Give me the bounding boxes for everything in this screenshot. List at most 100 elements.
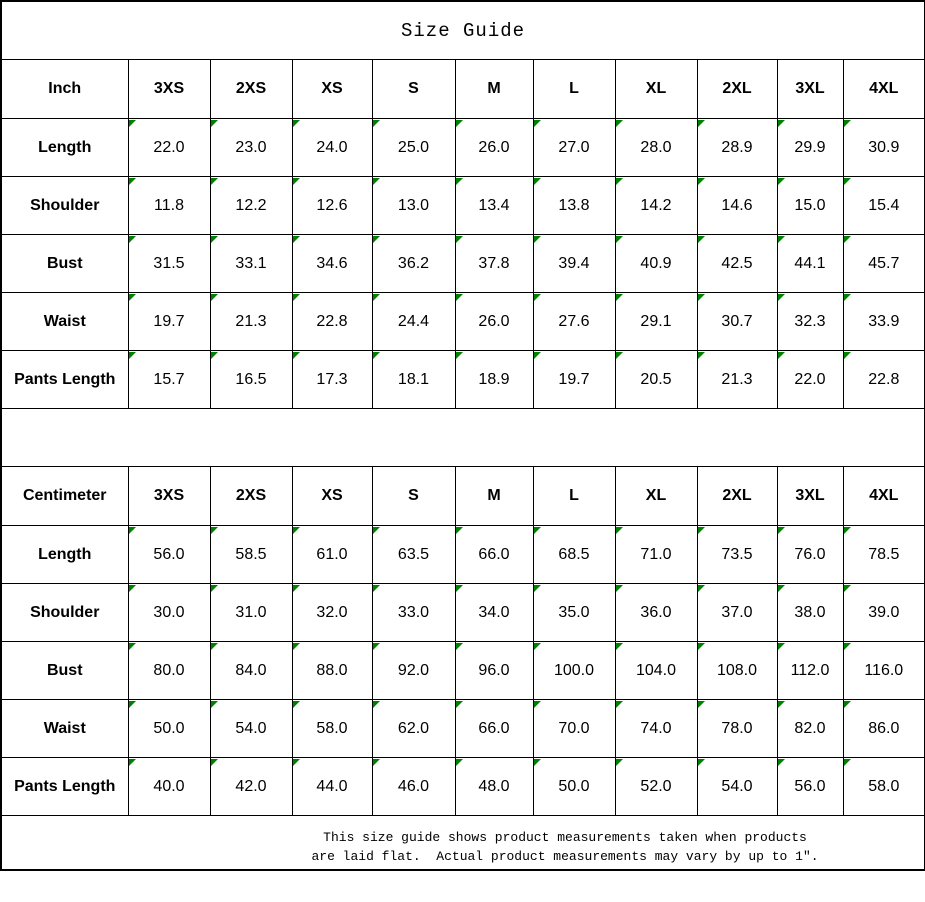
inch-measurement-value: 34.6 — [316, 254, 348, 272]
green-triangle-icon — [844, 642, 851, 650]
inch-measurement-value: 27.0 — [558, 138, 590, 156]
cm-measurement-value: 62.0 — [397, 719, 430, 737]
inch-measurement-value-cell: 12.2 — [209, 176, 293, 235]
cm-measurement-value-cell: 62.0 — [371, 699, 456, 758]
inch-measurement-value-cell: 19.7 — [532, 350, 616, 409]
inch-measurement-label: Waist — [0, 292, 129, 351]
green-triangle-icon — [616, 119, 623, 127]
inch-measurement-value-cell: 20.5 — [614, 350, 698, 409]
inch-measurement-row: Shoulder 11.8 12.2 12.6 13.0 13.4 13.8 14.2 14.6… — [0, 176, 925, 235]
inch-measurement-value-cell: 11.8 — [127, 176, 211, 235]
cm-measurement-value: 66.0 — [478, 719, 510, 737]
green-triangle-icon — [293, 119, 300, 127]
cm-measurement-value: 34.0 — [478, 603, 510, 621]
inch-measurement-value-cell: 29.9 — [776, 118, 844, 177]
inch-measurement-value: 11.8 — [154, 196, 184, 214]
inch-measurement-value-cell: 15.7 — [127, 350, 211, 409]
cm-size-column-header: 4XL — [842, 466, 925, 526]
green-triangle-icon — [698, 526, 705, 534]
cm-size-column-header: XL — [614, 466, 698, 526]
cm-measurement-value: 40.0 — [153, 777, 185, 795]
inch-measurement-value-cell: 13.4 — [454, 176, 534, 235]
inch-measurement-value-cell: 15.4 — [842, 176, 925, 235]
inch-size-column-header: XL — [614, 59, 698, 119]
footer-note: This size guide shows product measuremen… — [2, 819, 924, 866]
green-triangle-icon — [211, 642, 218, 650]
green-triangle-icon — [129, 700, 136, 708]
inch-measurement-value-cell: 33.1 — [209, 234, 293, 293]
green-triangle-icon — [778, 584, 785, 592]
cm-measurement-value-cell: 31.0 — [209, 583, 293, 642]
green-triangle-icon — [373, 642, 380, 650]
cm-measurement-value: 108.0 — [716, 661, 758, 679]
cm-measurement-value: 116.0 — [864, 661, 904, 679]
cm-measurement-value: 58.5 — [235, 545, 267, 563]
cm-measurement-value-cell: 56.0 — [127, 525, 211, 584]
inch-measurement-value: 30.9 — [868, 138, 900, 156]
green-triangle-icon — [293, 758, 300, 766]
green-triangle-icon — [534, 351, 541, 359]
inch-size-column-header: 4XL — [842, 59, 925, 119]
inch-size-column-header: 3XS — [127, 59, 211, 119]
green-triangle-icon — [129, 119, 136, 127]
inch-measurement-value-cell: 33.9 — [842, 292, 925, 351]
inch-measurement-value-cell: 30.9 — [842, 118, 925, 177]
green-triangle-icon — [778, 119, 785, 127]
green-triangle-icon — [698, 584, 705, 592]
cm-measurement-label: Pants Length — [0, 757, 129, 816]
inch-measurement-row: Waist 19.7 21.3 22.8 24.4 26.0 27.6 29.1 30.7 32.… — [0, 292, 925, 351]
centimeter-table-section: Centimeter 3XS 2XS XS S M L XL 2XL 3XL 4XL Length 56… — [0, 466, 925, 816]
cm-measurement-value: 112.0 — [790, 661, 830, 679]
footer-section: This size guide shows product measuremen… — [0, 815, 925, 871]
cm-measurement-value: 42.0 — [235, 777, 267, 795]
cm-measurement-value: 56.0 — [794, 777, 826, 795]
cm-measurement-value-cell: 88.0 — [291, 641, 373, 700]
green-triangle-icon — [373, 758, 380, 766]
inch-measurement-value-cell: 12.6 — [291, 176, 373, 235]
cm-measurement-value-cell: 86.0 — [842, 699, 925, 758]
green-triangle-icon — [129, 177, 136, 185]
inch-measurement-value: 12.6 — [316, 196, 348, 214]
cm-size-column-header: 3XS — [127, 466, 211, 526]
inch-measurement-value-cell: 21.3 — [696, 350, 778, 409]
cm-size-column-header: XS — [291, 466, 373, 526]
green-triangle-icon — [373, 351, 380, 359]
inch-measurement-value: 14.2 — [640, 196, 672, 214]
cm-measurement-value: 63.5 — [397, 545, 430, 563]
cm-measurement-row: Bust 80.0 84.0 88.0 92.0 96.0 100.0 104.0 108.0 1… — [0, 641, 925, 700]
inch-measurement-value: 29.9 — [794, 138, 826, 156]
green-triangle-icon — [778, 351, 785, 359]
cm-measurement-value-cell: 56.0 — [776, 757, 844, 816]
cm-measurement-value: 50.0 — [558, 777, 590, 795]
cm-measurement-value: 104.0 — [635, 661, 677, 679]
green-triangle-icon — [373, 584, 380, 592]
inch-measurement-value: 14.6 — [721, 196, 753, 214]
cm-measurement-value: 32.0 — [316, 603, 348, 621]
cm-measurement-label: Shoulder — [0, 583, 129, 642]
green-triangle-icon — [616, 642, 623, 650]
cm-measurement-value-cell: 61.0 — [291, 525, 373, 584]
cm-size-column-header: S — [371, 466, 456, 526]
green-triangle-icon — [534, 235, 541, 243]
inch-measurement-value: 39.4 — [558, 254, 590, 272]
cm-size-column-header: M — [454, 466, 534, 526]
cm-measurement-value: 92.0 — [397, 661, 430, 679]
inch-measurement-value: 13.8 — [558, 196, 590, 214]
green-triangle-icon — [373, 700, 380, 708]
green-triangle-icon — [534, 642, 541, 650]
cm-measurement-value: 46.0 — [397, 777, 430, 795]
cm-measurement-value: 78.5 — [868, 545, 900, 563]
green-triangle-icon — [456, 758, 463, 766]
cm-measurement-value-cell: 100.0 — [532, 641, 616, 700]
inch-measurement-value: 28.9 — [721, 138, 753, 156]
green-triangle-icon — [373, 235, 380, 243]
cm-measurement-value-cell: 39.0 — [842, 583, 925, 642]
cm-measurement-value-cell: 84.0 — [209, 641, 293, 700]
green-triangle-icon — [293, 351, 300, 359]
cm-measurement-value: 80.0 — [153, 661, 185, 679]
footer-note-line-1: This size guide shows product measuremen… — [323, 830, 807, 845]
inch-measurement-row: Bust 31.5 33.1 34.6 36.2 37.8 39.4 40.9 42.5 44.1… — [0, 234, 925, 293]
cm-measurement-value-cell: 68.5 — [532, 525, 616, 584]
cm-measurement-value-cell: 36.0 — [614, 583, 698, 642]
cm-measurement-value: 96.0 — [478, 661, 510, 679]
